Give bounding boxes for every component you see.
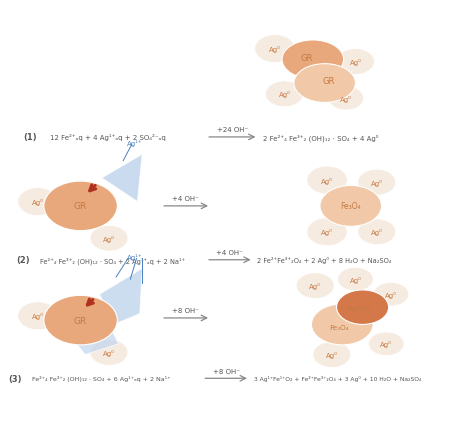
- Ellipse shape: [313, 342, 351, 368]
- Text: +4 OH⁻: +4 OH⁻: [173, 196, 199, 202]
- Ellipse shape: [294, 64, 356, 103]
- Ellipse shape: [337, 49, 374, 75]
- Text: Ag⁰: Ag⁰: [371, 179, 383, 186]
- Text: +24 OH⁻: +24 OH⁻: [217, 127, 248, 133]
- Text: (3): (3): [9, 374, 22, 383]
- Text: 12 Fe²⁺ₐq + 4 Ag¹⁺ₐq + 2 SO₄²⁻ₐq: 12 Fe²⁺ₐq + 4 Ag¹⁺ₐq + 2 SO₄²⁻ₐq: [50, 134, 165, 141]
- Ellipse shape: [44, 181, 118, 231]
- Text: +4 OH⁻: +4 OH⁻: [217, 249, 243, 255]
- Text: Ag⁰: Ag⁰: [103, 235, 115, 242]
- Text: (1): (1): [24, 133, 37, 142]
- Text: Ag¹⁺: Ag¹⁺: [128, 253, 143, 260]
- Text: +8 OH⁻: +8 OH⁻: [213, 368, 239, 374]
- Text: Ag⁰: Ag⁰: [349, 276, 362, 283]
- Text: +8 OH⁻: +8 OH⁻: [173, 307, 199, 313]
- Text: 2 Fe²⁺Fe³⁺₂O₄ + 2 Ag⁰ + 8 H₂O + Na₂SO₄: 2 Fe²⁺Fe³⁺₂O₄ + 2 Ag⁰ + 8 H₂O + Na₂SO₄: [257, 257, 391, 264]
- Text: Ag⁰: Ag⁰: [309, 283, 321, 289]
- Ellipse shape: [358, 219, 396, 245]
- Ellipse shape: [90, 226, 128, 252]
- Text: Fe²⁺₄ Fe³⁺₂ (OH)₁₂ · SO₄ + 2 Ag¹⁺ₐq + 2 Na¹⁺: Fe²⁺₄ Fe³⁺₂ (OH)₁₂ · SO₄ + 2 Ag¹⁺ₐq + 2 …: [40, 256, 185, 264]
- Text: AgFeO₂: AgFeO₂: [347, 306, 374, 312]
- Polygon shape: [100, 269, 142, 325]
- Text: Ag⁰: Ag⁰: [278, 91, 291, 98]
- Text: 2 Fe²⁺₄ Fe³⁺₂ (OH)₁₂ · SO₄ + 4 Ag⁰: 2 Fe²⁺₄ Fe³⁺₂ (OH)₁₂ · SO₄ + 4 Ag⁰: [263, 134, 379, 141]
- Text: (2): (2): [17, 256, 30, 264]
- Ellipse shape: [373, 283, 409, 306]
- Ellipse shape: [337, 290, 389, 325]
- Ellipse shape: [18, 188, 58, 216]
- Ellipse shape: [311, 304, 373, 345]
- Polygon shape: [102, 155, 142, 202]
- Polygon shape: [71, 325, 118, 355]
- Text: Ag⁰: Ag⁰: [349, 59, 362, 66]
- Ellipse shape: [307, 167, 347, 194]
- Ellipse shape: [358, 170, 396, 196]
- Text: Ag⁰: Ag⁰: [321, 177, 333, 184]
- Text: Fe₃O₄: Fe₃O₄: [329, 325, 349, 331]
- Text: Fe₃O₄: Fe₃O₄: [340, 202, 361, 211]
- Text: Ag⁰: Ag⁰: [380, 341, 392, 347]
- Ellipse shape: [369, 332, 404, 356]
- Ellipse shape: [18, 302, 58, 330]
- Text: GR: GR: [74, 316, 87, 325]
- Text: Ag⁰: Ag⁰: [371, 229, 383, 236]
- Text: Ag⁰: Ag⁰: [326, 351, 338, 358]
- Ellipse shape: [265, 82, 303, 108]
- Text: Ag⁰: Ag⁰: [385, 291, 397, 298]
- Text: GR: GR: [301, 54, 313, 62]
- Ellipse shape: [296, 273, 334, 299]
- Text: GR: GR: [74, 202, 87, 211]
- Text: Ag⁰: Ag⁰: [32, 199, 44, 206]
- Ellipse shape: [328, 87, 364, 111]
- Text: Ag⁰: Ag⁰: [269, 46, 281, 53]
- Ellipse shape: [337, 267, 373, 292]
- Ellipse shape: [44, 296, 118, 345]
- Text: Ag¹⁺: Ag¹⁺: [128, 139, 143, 146]
- Ellipse shape: [282, 41, 344, 80]
- Text: Ag⁰: Ag⁰: [32, 313, 44, 319]
- Ellipse shape: [307, 218, 347, 246]
- Text: GR: GR: [322, 77, 335, 86]
- Ellipse shape: [90, 340, 128, 365]
- Text: 3 Ag¹⁺Fe¹⁺O₂ + Fe²⁺Fe³⁺₂O₄ + 3 Ag⁰ + 10 H₂O + Na₂SO₄: 3 Ag¹⁺Fe¹⁺O₂ + Fe²⁺Fe³⁺₂O₄ + 3 Ag⁰ + 10 …: [254, 375, 421, 381]
- Ellipse shape: [320, 186, 382, 227]
- Text: Ag⁰: Ag⁰: [321, 229, 333, 236]
- Text: Fe²⁺₄ Fe³⁺₂ (OH)₁₂ · SO₄ + 6 Ag¹⁺ₐq + 2 Na¹⁺: Fe²⁺₄ Fe³⁺₂ (OH)₁₂ · SO₄ + 6 Ag¹⁺ₐq + 2 …: [32, 375, 171, 381]
- Ellipse shape: [255, 36, 295, 64]
- Text: Ag⁰: Ag⁰: [103, 349, 115, 356]
- Text: Ag⁰: Ag⁰: [340, 95, 352, 102]
